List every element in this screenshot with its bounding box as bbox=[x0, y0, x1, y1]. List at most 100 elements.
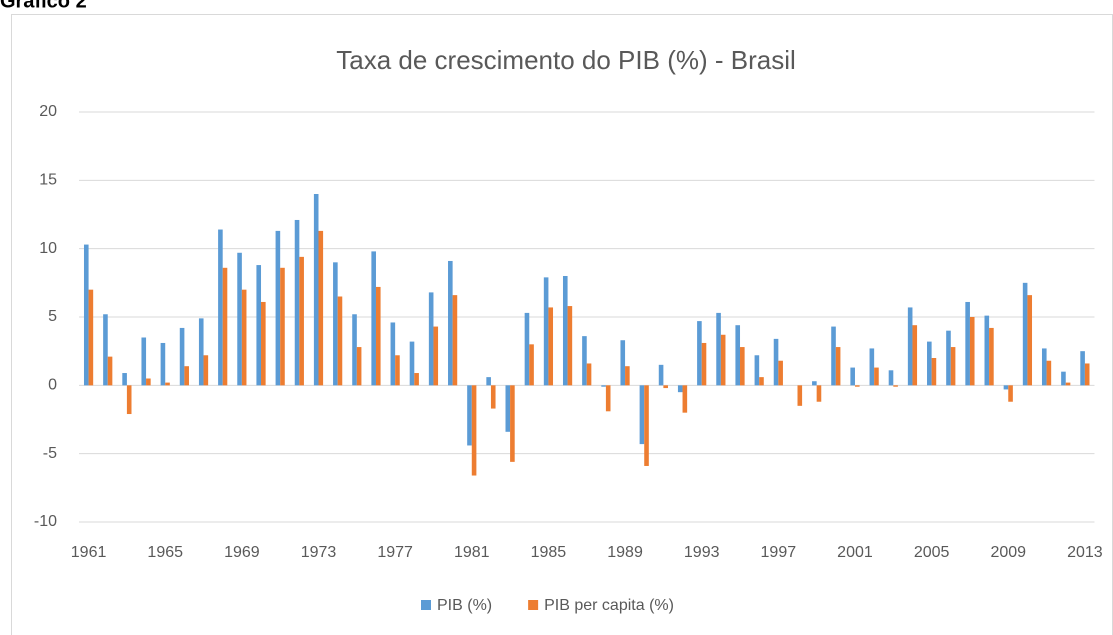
bar bbox=[548, 307, 554, 386]
x-tick-label: 1973 bbox=[301, 544, 337, 561]
x-tick-label: 1985 bbox=[531, 544, 567, 561]
bar bbox=[203, 355, 209, 386]
bar bbox=[390, 322, 396, 386]
y-tick-label: 15 bbox=[39, 172, 57, 189]
bar bbox=[433, 326, 439, 386]
bar bbox=[184, 366, 189, 386]
x-tick-label: 1969 bbox=[224, 544, 260, 561]
bar bbox=[931, 358, 937, 386]
bar bbox=[510, 385, 515, 462]
x-tick-label: 1993 bbox=[684, 544, 720, 561]
bar bbox=[812, 381, 817, 386]
bar bbox=[337, 296, 343, 386]
bar bbox=[1084, 363, 1090, 386]
bar bbox=[165, 382, 170, 386]
bar bbox=[586, 363, 592, 386]
bar bbox=[663, 385, 668, 389]
x-tick-label: 1961 bbox=[71, 544, 107, 561]
bar bbox=[682, 385, 688, 413]
bar bbox=[222, 267, 228, 386]
x-tick-label: 1981 bbox=[454, 544, 490, 561]
bar bbox=[639, 385, 645, 445]
x-tick-label: 2009 bbox=[990, 544, 1026, 561]
bar bbox=[907, 307, 913, 386]
bar bbox=[318, 230, 324, 386]
bar bbox=[524, 312, 530, 386]
bar bbox=[740, 347, 745, 386]
bar bbox=[179, 327, 185, 386]
bar bbox=[831, 326, 836, 386]
bar bbox=[888, 370, 894, 386]
bar bbox=[697, 321, 702, 386]
bar bbox=[644, 385, 649, 466]
bar bbox=[854, 385, 860, 387]
legend-swatch bbox=[528, 600, 539, 610]
bar bbox=[141, 337, 147, 386]
bar bbox=[313, 194, 319, 386]
x-tick-label: 1977 bbox=[377, 544, 413, 561]
bar bbox=[486, 377, 491, 386]
bar bbox=[122, 373, 127, 386]
bar bbox=[969, 317, 975, 386]
bar bbox=[778, 360, 783, 386]
x-tick-label: 2013 bbox=[1067, 544, 1103, 561]
bar bbox=[103, 314, 108, 386]
bar bbox=[950, 347, 956, 386]
bar bbox=[869, 348, 875, 386]
bar bbox=[529, 344, 534, 386]
bar bbox=[352, 314, 357, 386]
bar bbox=[927, 341, 932, 386]
bar bbox=[912, 325, 918, 386]
bar bbox=[716, 312, 721, 386]
y-tick-label: 20 bbox=[39, 103, 57, 120]
x-tick-label: 1965 bbox=[147, 544, 183, 561]
bar bbox=[984, 315, 990, 386]
bar bbox=[965, 301, 970, 386]
bar bbox=[1008, 385, 1013, 402]
bar bbox=[567, 306, 573, 386]
bar bbox=[720, 334, 726, 386]
bar bbox=[1065, 382, 1071, 386]
bar bbox=[1080, 351, 1085, 386]
bar bbox=[107, 356, 113, 386]
bar bbox=[835, 347, 841, 386]
bar bbox=[582, 336, 587, 386]
bar bbox=[759, 377, 764, 386]
bar bbox=[946, 330, 951, 386]
bar bbox=[126, 385, 132, 415]
bar bbox=[773, 338, 779, 386]
y-tick-label: -5 bbox=[43, 445, 57, 462]
bar bbox=[294, 219, 300, 386]
legend-label: PIB per capita (%) bbox=[544, 597, 674, 614]
bar bbox=[797, 385, 803, 406]
bar bbox=[371, 251, 376, 386]
bar bbox=[816, 385, 822, 402]
bar bbox=[218, 229, 223, 386]
bar bbox=[375, 286, 381, 386]
bar bbox=[88, 289, 94, 386]
bar bbox=[701, 342, 707, 386]
bar bbox=[874, 367, 879, 386]
bar bbox=[198, 318, 204, 386]
bar bbox=[275, 230, 281, 386]
y-tick-label: 10 bbox=[39, 240, 57, 257]
chart-border bbox=[11, 14, 1113, 635]
bar bbox=[989, 327, 994, 386]
bar bbox=[543, 277, 549, 386]
bar bbox=[1041, 348, 1047, 386]
bar bbox=[490, 385, 496, 409]
x-tick-label: 1989 bbox=[607, 544, 643, 561]
heading: Gráfico 2 bbox=[0, 0, 87, 12]
bar bbox=[299, 256, 304, 386]
bar bbox=[160, 342, 166, 386]
bar bbox=[414, 373, 419, 386]
x-tick-label: 2005 bbox=[914, 544, 950, 561]
bar bbox=[448, 260, 453, 386]
bar bbox=[601, 385, 606, 387]
bar bbox=[735, 325, 741, 386]
bar bbox=[1046, 360, 1052, 386]
bar bbox=[83, 244, 89, 386]
bar bbox=[452, 295, 458, 386]
